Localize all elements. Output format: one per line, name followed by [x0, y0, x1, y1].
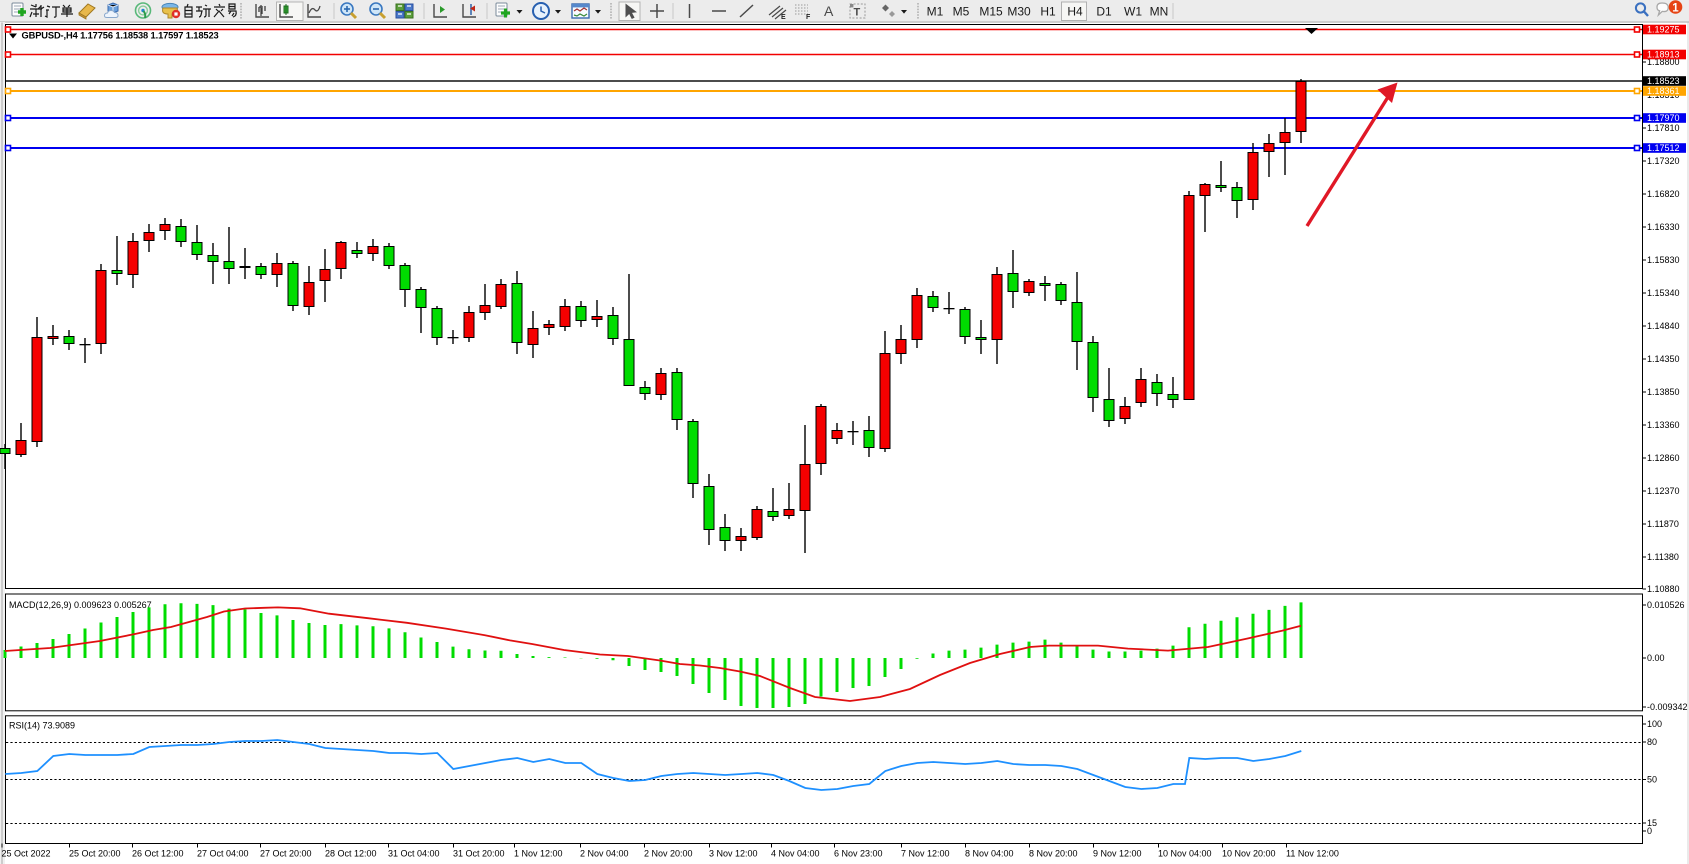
svg-text:1: 1	[1672, 2, 1679, 14]
svg-text:1.18913: 1.18913	[1647, 50, 1680, 60]
svg-text:31 Oct 20:00: 31 Oct 20:00	[453, 849, 505, 859]
svg-text:1.17810: 1.17810	[1647, 123, 1680, 133]
svg-text:M15: M15	[979, 5, 1003, 19]
svg-text:1 Nov 12:00: 1 Nov 12:00	[514, 849, 563, 859]
svg-text:1.17320: 1.17320	[1647, 156, 1680, 166]
svg-text:0: 0	[1647, 826, 1652, 836]
svg-text:8 Nov 20:00: 8 Nov 20:00	[1029, 849, 1078, 859]
svg-text:8 Nov 04:00: 8 Nov 04:00	[965, 849, 1014, 859]
svg-text:11 Nov 12:00: 11 Nov 12:00	[1286, 849, 1339, 859]
svg-text:50: 50	[1647, 775, 1657, 785]
svg-text:0.00: 0.00	[1647, 653, 1665, 663]
svg-text:E: E	[781, 14, 786, 21]
svg-text:10 Nov 04:00: 10 Nov 04:00	[1158, 849, 1212, 859]
svg-text:28 Oct 12:00: 28 Oct 12:00	[325, 849, 377, 859]
svg-text:25 Oct 20:00: 25 Oct 20:00	[69, 849, 121, 859]
svg-text:3 Nov 12:00: 3 Nov 12:00	[709, 849, 758, 859]
svg-text:15: 15	[1647, 818, 1657, 828]
svg-text:1.13850: 1.13850	[1647, 387, 1680, 397]
svg-text:F: F	[806, 14, 811, 21]
svg-text:A: A	[824, 3, 834, 19]
svg-text:2 Nov 20:00: 2 Nov 20:00	[644, 849, 693, 859]
svg-text:1.16820: 1.16820	[1647, 189, 1680, 199]
svg-text:1.16330: 1.16330	[1647, 222, 1680, 232]
svg-text:1.19275: 1.19275	[1647, 25, 1680, 35]
svg-text:1.15830: 1.15830	[1647, 255, 1680, 265]
svg-text:27 Oct 20:00: 27 Oct 20:00	[260, 849, 312, 859]
svg-text:6 Nov 23:00: 6 Nov 23:00	[834, 849, 883, 859]
svg-text:1.10880: 1.10880	[1647, 584, 1680, 594]
svg-text:80: 80	[1647, 737, 1657, 747]
svg-text:RSI(14) 73.9089: RSI(14) 73.9089	[9, 721, 75, 731]
svg-text:7 Nov 12:00: 7 Nov 12:00	[901, 849, 950, 859]
svg-text:27 Oct 04:00: 27 Oct 04:00	[197, 849, 249, 859]
svg-text:2 Nov 04:00: 2 Nov 04:00	[580, 849, 629, 859]
svg-text:1.15340: 1.15340	[1647, 288, 1680, 298]
svg-text:1.17512: 1.17512	[1647, 143, 1680, 153]
svg-text:9 Nov 12:00: 9 Nov 12:00	[1093, 849, 1142, 859]
svg-text:1.13360: 1.13360	[1647, 420, 1680, 430]
svg-text:M5: M5	[953, 5, 970, 19]
svg-text:1.11380: 1.11380	[1647, 552, 1679, 562]
svg-text:T: T	[854, 7, 861, 19]
svg-text:25 Oct 2022: 25 Oct 2022	[2, 849, 51, 859]
svg-text:H4: H4	[1067, 5, 1083, 19]
svg-text:H1: H1	[1040, 5, 1056, 19]
svg-text:MACD(12,26,9) 0.009623 0.00526: MACD(12,26,9) 0.009623 0.005267	[9, 600, 152, 610]
svg-text:0.010526: 0.010526	[1647, 600, 1685, 610]
svg-text:M1: M1	[927, 5, 944, 19]
svg-text:1.18800: 1.18800	[1647, 57, 1680, 67]
svg-text:1.14350: 1.14350	[1647, 354, 1680, 364]
svg-text:1.18361: 1.18361	[1647, 86, 1680, 96]
svg-text:100: 100	[1647, 719, 1662, 729]
svg-text:GBPUSD-,H4 1.17756 1.18538 1.: GBPUSD-,H4 1.17756 1.18538 1.17597 1.185…	[22, 31, 219, 41]
svg-text:1.18523: 1.18523	[1647, 76, 1680, 86]
svg-text:MN: MN	[1150, 5, 1169, 19]
svg-text:1.14840: 1.14840	[1647, 321, 1680, 331]
svg-text:1.11870: 1.11870	[1647, 519, 1679, 529]
svg-text:26 Oct 12:00: 26 Oct 12:00	[132, 849, 184, 859]
svg-text:M30: M30	[1007, 5, 1031, 19]
svg-text:1.12860: 1.12860	[1647, 453, 1680, 463]
svg-text:31 Oct 04:00: 31 Oct 04:00	[388, 849, 440, 859]
svg-text:10 Nov 20:00: 10 Nov 20:00	[1222, 849, 1276, 859]
svg-text:4 Nov 04:00: 4 Nov 04:00	[771, 849, 820, 859]
svg-text:1.12370: 1.12370	[1647, 486, 1680, 496]
svg-text:1.17970: 1.17970	[1647, 113, 1680, 123]
svg-text:W1: W1	[1124, 5, 1142, 19]
svg-text:D1: D1	[1096, 5, 1112, 19]
svg-text:-0.009342: -0.009342	[1647, 702, 1688, 712]
